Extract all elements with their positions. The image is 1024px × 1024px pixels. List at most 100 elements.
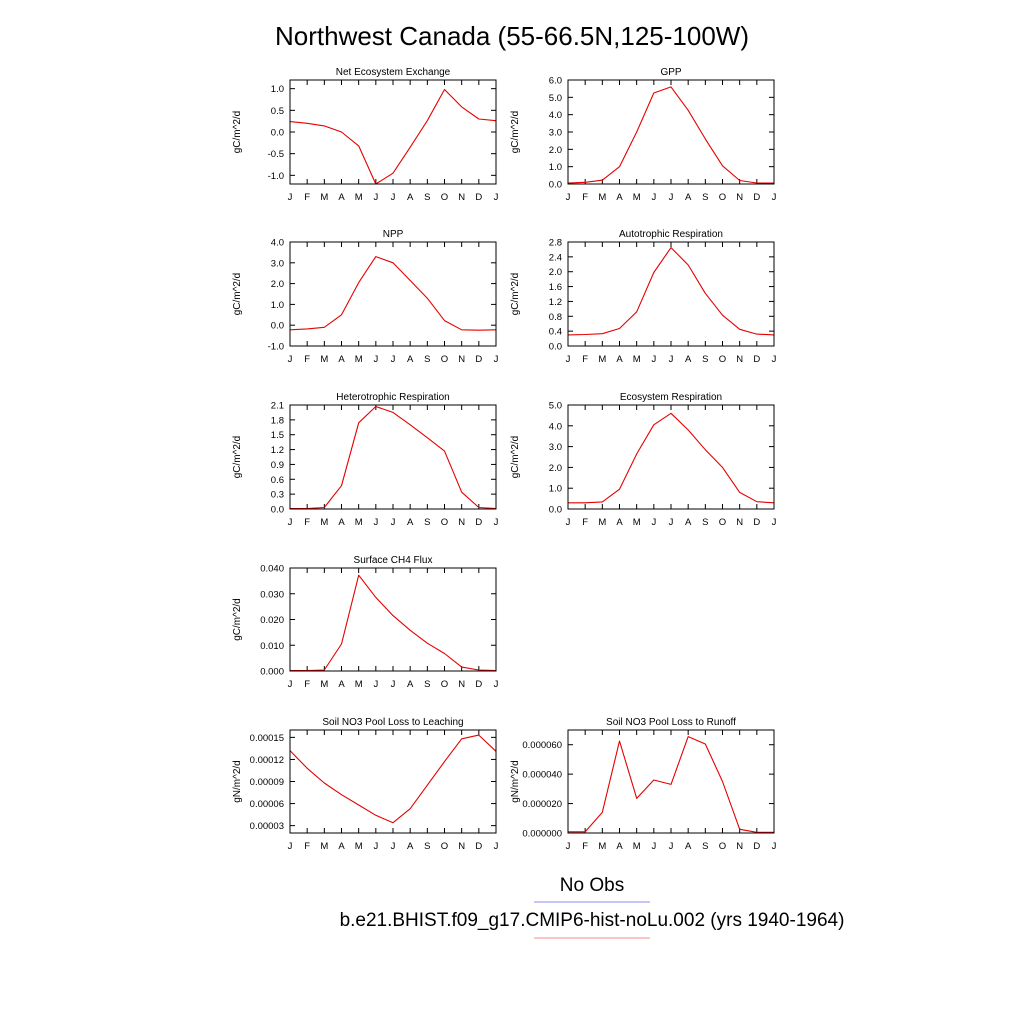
panel-ch4: Surface CH4 Flux gC/m^2/d 0.000 0.010 0.020 0… xyxy=(232,555,499,690)
panel-nee: Net Ecosystem Exchange gC/m^2/d -1.0 -0.5 0.… xyxy=(232,67,499,203)
y-tick-label: 0.6 xyxy=(271,475,284,486)
x-tick-label: D xyxy=(753,354,760,365)
x-tick-label: J xyxy=(669,354,674,365)
panel-no3leach: Soil NO3 Pool Loss to Leaching gN/m^2/d 0.… xyxy=(232,717,499,852)
panel-ar: Autotrophic Respiration gC/m^2/d 0.0 0.4 0.8… xyxy=(510,229,777,365)
x-tick-label: D xyxy=(753,192,760,203)
x-tick-label: J xyxy=(651,517,656,528)
x-tick-label: S xyxy=(424,679,430,690)
x-tick-label: M xyxy=(355,354,363,365)
x-tick-label: O xyxy=(719,517,726,528)
y-axis-label: gC/m^2/d xyxy=(232,111,243,154)
y-tick-label: 0.00006 xyxy=(250,799,284,810)
x-tick-label: J xyxy=(391,192,396,203)
x-tick-label: J xyxy=(772,841,777,852)
x-tick-label: M xyxy=(633,517,641,528)
x-tick-label: A xyxy=(685,192,692,203)
y-tick-label: 0.0 xyxy=(549,180,562,191)
x-tick-label: J xyxy=(391,517,396,528)
plot-frame xyxy=(567,241,775,347)
x-tick-label: J xyxy=(566,354,571,365)
x-tick-label: J xyxy=(566,192,571,203)
y-tick-label: 0.000060 xyxy=(522,740,562,751)
series-line xyxy=(290,574,497,672)
x-tick-label: D xyxy=(475,841,482,852)
legend-label-no-obs: No Obs xyxy=(560,875,624,896)
plot-frame xyxy=(567,404,775,510)
x-tick-label: F xyxy=(304,192,310,203)
x-tick-label: N xyxy=(458,517,465,528)
panel-title: Net Ecosystem Exchange xyxy=(336,67,451,78)
y-tick-label: 5.0 xyxy=(549,93,562,104)
x-tick-label: A xyxy=(616,841,623,852)
y-tick-label: 1.0 xyxy=(271,84,284,95)
x-tick-label: F xyxy=(304,841,310,852)
x-tick-label: D xyxy=(475,679,482,690)
x-tick-label: A xyxy=(407,517,414,528)
x-tick-label: J xyxy=(373,354,378,365)
x-tick-label: J xyxy=(288,192,293,203)
y-tick-label: 3.0 xyxy=(549,442,562,453)
x-tick-label: M xyxy=(320,354,328,365)
x-tick-label: D xyxy=(475,192,482,203)
figure-title: Northwest Canada (55-66.5N,125-100W) xyxy=(275,21,749,51)
x-tick-label: J xyxy=(391,679,396,690)
x-tick-label: J xyxy=(494,679,499,690)
x-tick-label: N xyxy=(458,841,465,852)
x-tick-label: M xyxy=(633,192,641,203)
y-tick-label: 0.000040 xyxy=(522,770,562,781)
series-line xyxy=(289,734,497,824)
x-tick-label: N xyxy=(458,192,465,203)
panel-er: Ecosystem Respiration gC/m^2/d 0.0 1.0 2.0 3.… xyxy=(510,392,777,528)
x-tick-label: A xyxy=(616,354,623,365)
x-tick-label: M xyxy=(355,679,363,690)
x-tick-label: F xyxy=(582,354,588,365)
y-tick-label: 0.010 xyxy=(260,641,284,652)
y-tick-label: 0.00012 xyxy=(250,755,284,766)
x-tick-label: M xyxy=(633,841,641,852)
y-axis-label: gC/m^2/d xyxy=(232,273,243,316)
x-tick-label: O xyxy=(719,841,726,852)
x-tick-label: J xyxy=(651,192,656,203)
y-tick-label: 2.0 xyxy=(271,279,284,290)
x-tick-label: J xyxy=(494,192,499,203)
x-tick-label: F xyxy=(304,517,310,528)
y-tick-label: 0.000 xyxy=(260,667,284,678)
y-tick-label: 0.0 xyxy=(271,321,284,332)
series-line xyxy=(289,88,497,185)
x-tick-label: M xyxy=(320,841,328,852)
x-tick-label: F xyxy=(582,192,588,203)
x-tick-label: J xyxy=(494,517,499,528)
x-tick-label: S xyxy=(424,192,430,203)
x-tick-label: J xyxy=(669,517,674,528)
x-tick-label: O xyxy=(441,192,448,203)
x-tick-label: M xyxy=(355,517,363,528)
y-tick-label: 0.3 xyxy=(271,490,284,501)
x-tick-label: N xyxy=(736,354,743,365)
x-tick-label: M xyxy=(598,354,606,365)
y-tick-label: -1.0 xyxy=(268,342,284,353)
x-tick-label: N xyxy=(458,679,465,690)
y-tick-label: 1.0 xyxy=(549,162,562,173)
x-tick-label: J xyxy=(288,517,293,528)
x-tick-label: F xyxy=(304,679,310,690)
x-tick-label: A xyxy=(407,841,414,852)
y-tick-label: 0.5 xyxy=(271,106,284,117)
x-tick-label: O xyxy=(441,841,448,852)
series-line xyxy=(568,736,774,833)
y-axis-label: gC/m^2/d xyxy=(510,111,521,154)
x-tick-label: J xyxy=(373,192,378,203)
y-tick-label: 0.000020 xyxy=(522,799,562,810)
y-tick-label: 4.0 xyxy=(549,421,562,432)
x-tick-label: O xyxy=(719,354,726,365)
y-tick-label: 4.0 xyxy=(271,238,284,249)
y-axis-label: gC/m^2/d xyxy=(510,273,521,316)
x-tick-label: S xyxy=(702,517,708,528)
series-line xyxy=(290,405,497,510)
x-tick-label: J xyxy=(566,517,571,528)
y-tick-label: 0.000000 xyxy=(522,829,562,840)
panel-title: Soil NO3 Pool Loss to Runoff xyxy=(606,717,736,728)
plot-frame xyxy=(289,79,497,185)
y-tick-label: 2.8 xyxy=(549,238,562,249)
